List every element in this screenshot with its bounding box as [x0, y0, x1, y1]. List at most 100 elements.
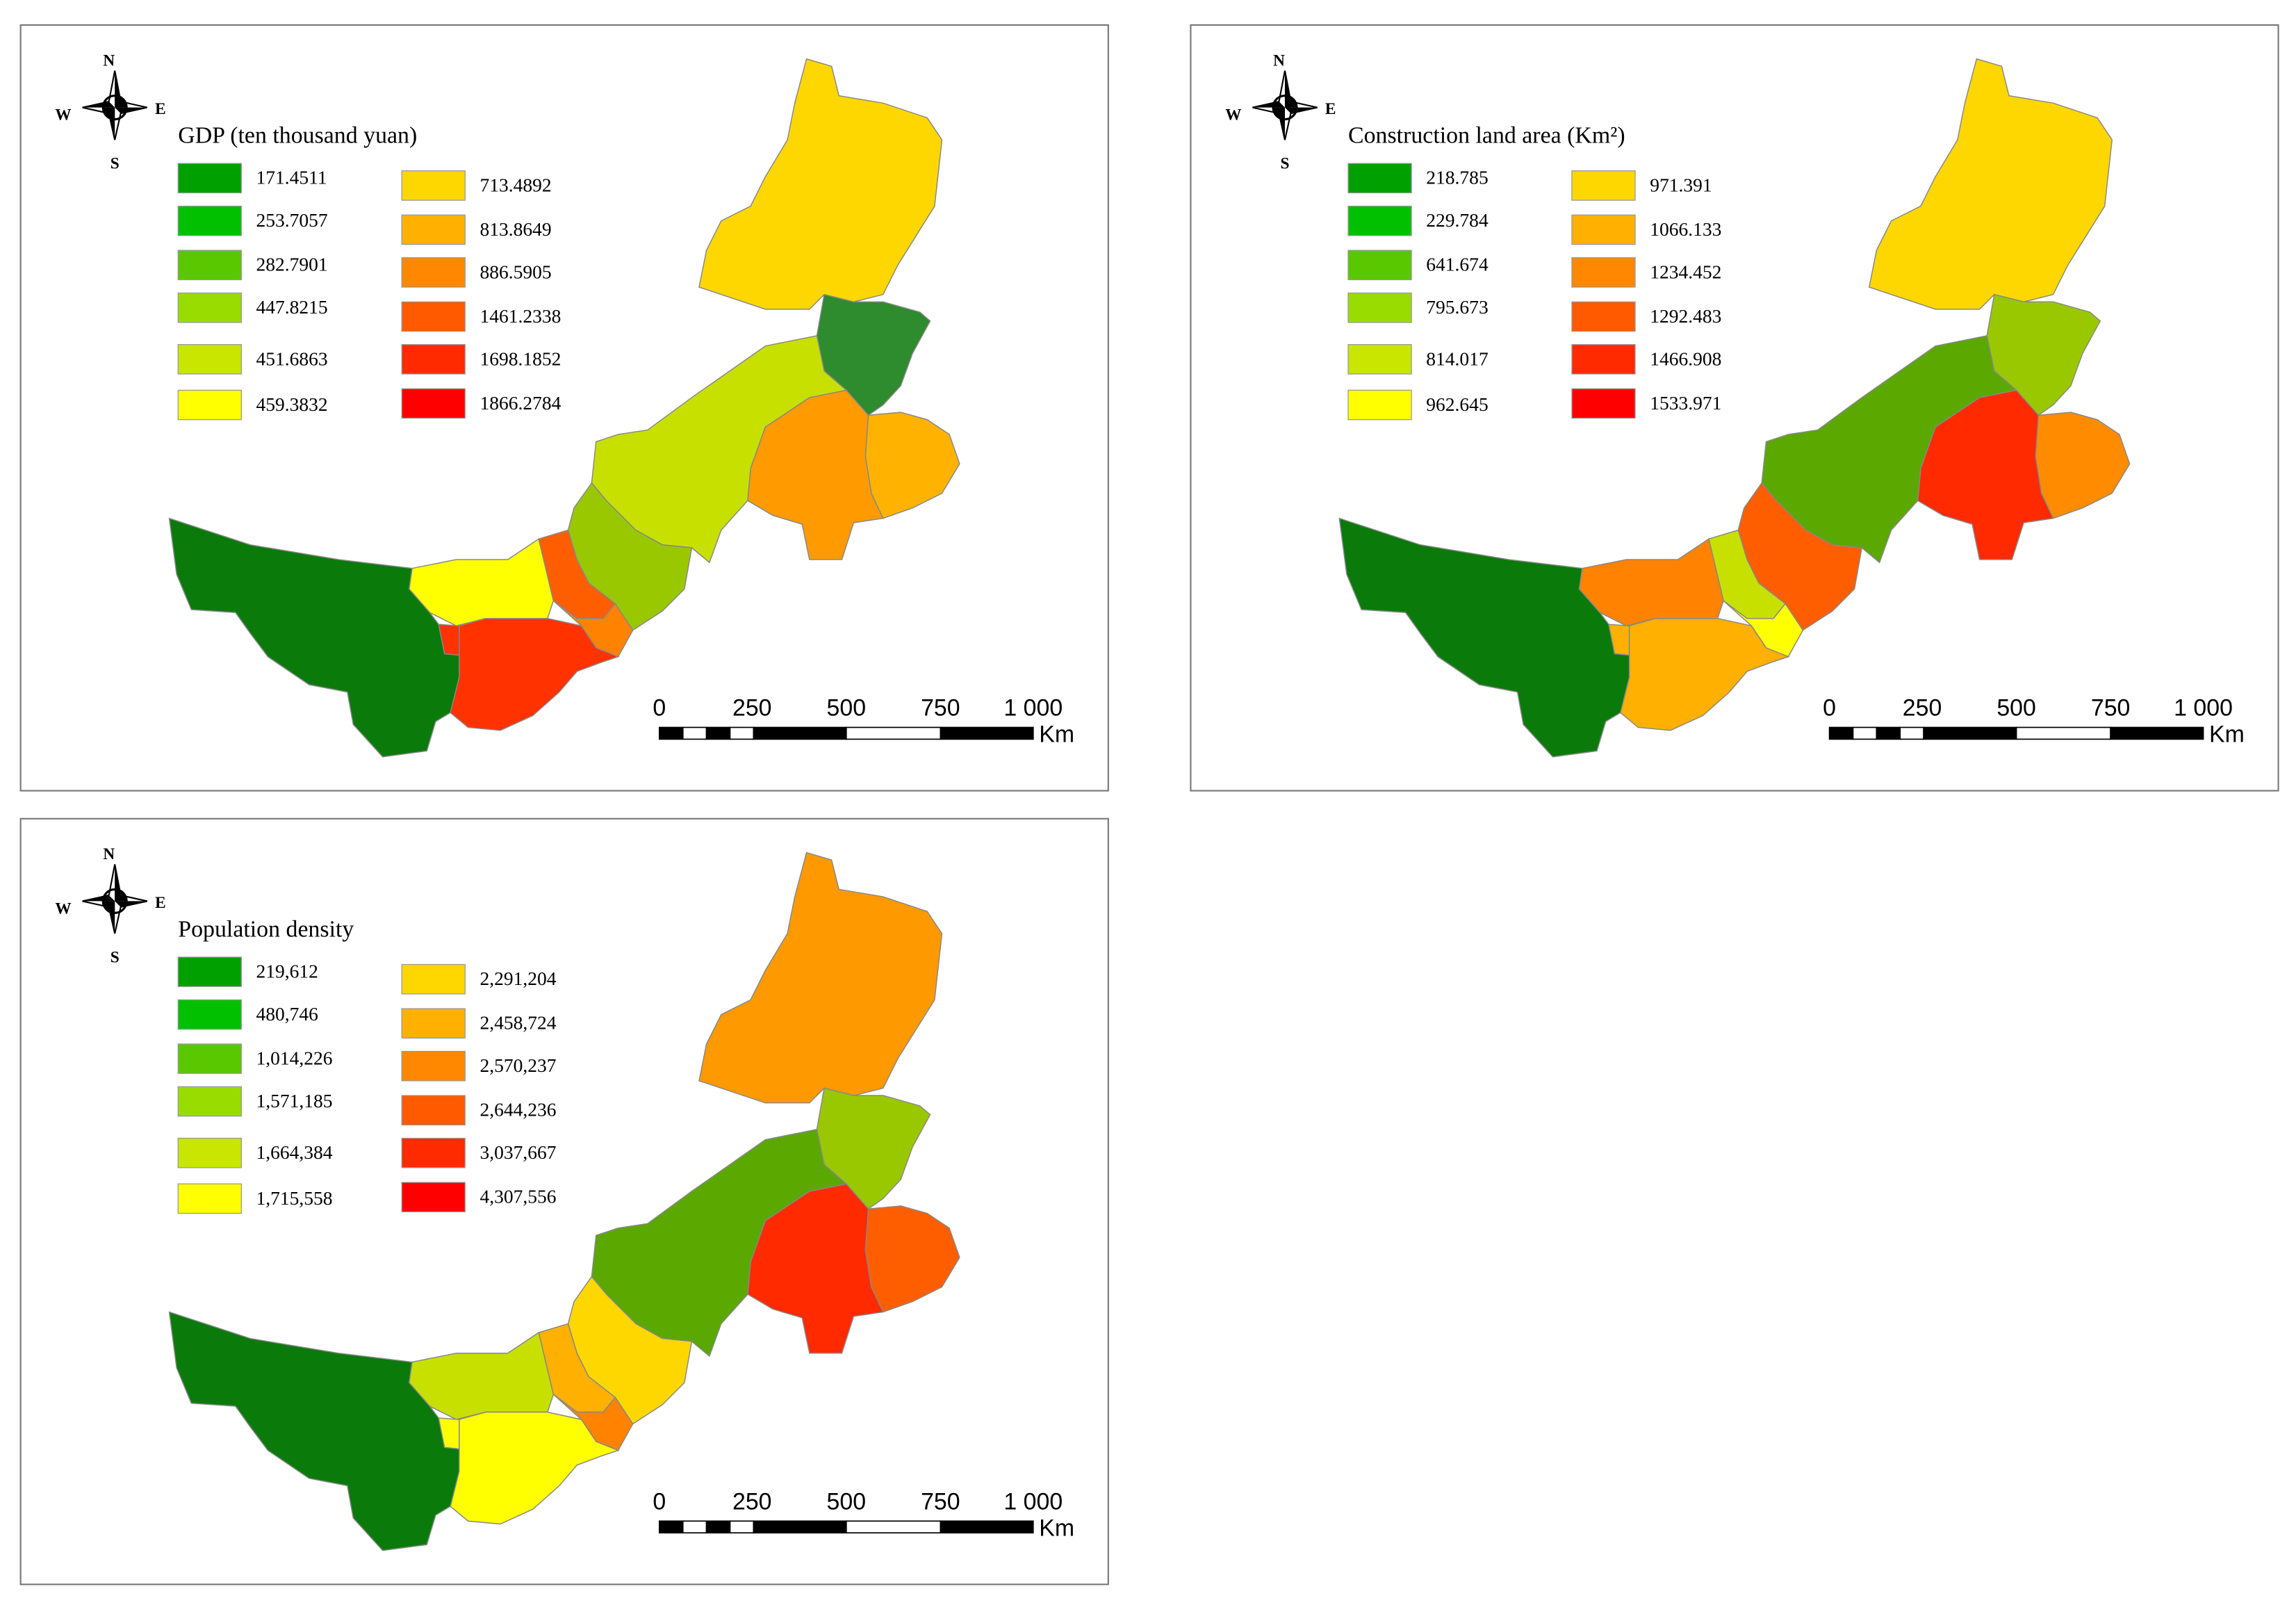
legend-swatch — [1347, 163, 1412, 194]
legend-label: 886.5905 — [479, 261, 551, 282]
compass-fill — [1284, 107, 1318, 114]
scale-segment — [1828, 726, 1854, 740]
legend-label: 282.7901 — [256, 254, 328, 275]
legend-label: 1292.483 — [1650, 305, 1721, 327]
legend-label: 2,644,236 — [479, 1099, 556, 1121]
compass-quarter — [115, 889, 127, 902]
scale-segment — [682, 726, 707, 740]
scale-label: 0 — [653, 695, 666, 722]
compass-label: E — [155, 894, 166, 912]
legend-swatch — [401, 388, 466, 419]
legend-title: Construction land area (Km²) — [1348, 122, 1625, 148]
compass-quarter — [103, 901, 115, 913]
legend-swatch — [1571, 388, 1636, 419]
scale-unit: Km — [1039, 722, 1074, 748]
map-panel: N S W E GDP (ten thousand yuan) 171.4511 253.7… — [19, 24, 1109, 792]
legend-swatch — [401, 170, 466, 201]
scale-segment — [845, 726, 942, 740]
compass-label: W — [55, 899, 71, 918]
scale-segment — [753, 726, 847, 740]
scale-segment — [729, 1520, 755, 1534]
legend-label: 814.017 — [1426, 348, 1488, 369]
legend-label: 2,291,204 — [479, 968, 556, 989]
region — [450, 617, 620, 731]
map — [168, 852, 960, 1551]
legend-swatch — [1347, 205, 1412, 236]
legend-label: 451.6863 — [256, 348, 328, 369]
legend-label: 971.391 — [1650, 174, 1712, 195]
legend-label: 795.673 — [1426, 296, 1488, 318]
scale-label: 750 — [921, 695, 960, 722]
legend-swatch — [1347, 250, 1412, 281]
legend: Construction land area (Km²) 218.785 229.7… — [1347, 122, 1721, 421]
scale-segment — [705, 726, 731, 740]
legend-label: 1866.2784 — [479, 392, 561, 414]
scale-label: 750 — [921, 1488, 960, 1515]
legend-label: 1533.971 — [1650, 392, 1721, 414]
legend-label: 219,612 — [256, 961, 318, 982]
map — [168, 58, 960, 758]
legend-label: 1,715,558 — [256, 1187, 333, 1209]
scale-label: 0 — [1823, 695, 1836, 722]
legend-swatch — [177, 956, 242, 987]
compass-quarter — [1284, 95, 1297, 108]
legend-swatch — [177, 292, 242, 323]
legend-label: 447.8215 — [256, 296, 328, 318]
scale-segment — [940, 1520, 1034, 1534]
scale-label: 250 — [732, 695, 772, 722]
legend-label: 4,307,556 — [479, 1186, 556, 1207]
legend-swatch — [401, 1095, 466, 1126]
map-panel: N S W E Population density 219,612 480,746 1,01… — [19, 817, 1109, 1586]
region — [450, 1411, 620, 1525]
scale-label: 1 000 — [1003, 695, 1063, 722]
legend-swatch — [1571, 170, 1636, 201]
compass-label: S — [1280, 155, 1289, 173]
scale-segment — [729, 726, 755, 740]
scale-segment — [753, 1520, 847, 1534]
compass-label: N — [1273, 51, 1285, 70]
legend-label: 1466.908 — [1650, 348, 1721, 369]
region — [1338, 517, 1630, 758]
compass-label: E — [1325, 100, 1336, 118]
compass-quarter — [103, 107, 115, 120]
legend-label: 1234.452 — [1650, 261, 1721, 282]
compass-fill — [115, 107, 147, 114]
legend-swatch — [401, 257, 466, 288]
region — [747, 1183, 884, 1354]
compass-label: S — [110, 155, 120, 173]
compass-quarter — [115, 95, 127, 108]
legend-label: 3,037,667 — [479, 1141, 556, 1163]
legend-swatch — [177, 1183, 242, 1214]
region — [747, 389, 884, 560]
scale-segment — [1923, 726, 2017, 740]
legend-label: 962.645 — [1426, 393, 1488, 415]
legend-swatch — [401, 1050, 466, 1082]
legend-label: 713.4892 — [479, 174, 551, 195]
compass-fill — [82, 101, 115, 108]
legend-swatch — [401, 1137, 466, 1168]
scale-segment — [1899, 726, 1925, 740]
scale-unit: Km — [1039, 1515, 1074, 1541]
legend-label: 2,458,724 — [479, 1012, 556, 1034]
legend-swatch — [1347, 344, 1412, 375]
scale-segment — [705, 1520, 731, 1534]
legend-label: 1698.1852 — [479, 348, 561, 369]
compass-label: W — [1225, 106, 1241, 124]
legend-label: 480,746 — [256, 1003, 318, 1025]
scale-label: 500 — [827, 1488, 867, 1515]
legend-label: 1,014,226 — [256, 1048, 333, 1069]
legend-swatch — [1571, 301, 1636, 332]
legend-swatch — [1571, 257, 1636, 288]
compass-label: W — [55, 106, 71, 124]
legend-label: 1066.133 — [1650, 218, 1721, 240]
region — [698, 58, 943, 310]
legend-swatch — [177, 344, 242, 375]
compass: N S W E — [55, 51, 165, 172]
legend-swatch — [401, 1008, 466, 1039]
compass-label: S — [110, 948, 120, 966]
region — [168, 1311, 460, 1551]
